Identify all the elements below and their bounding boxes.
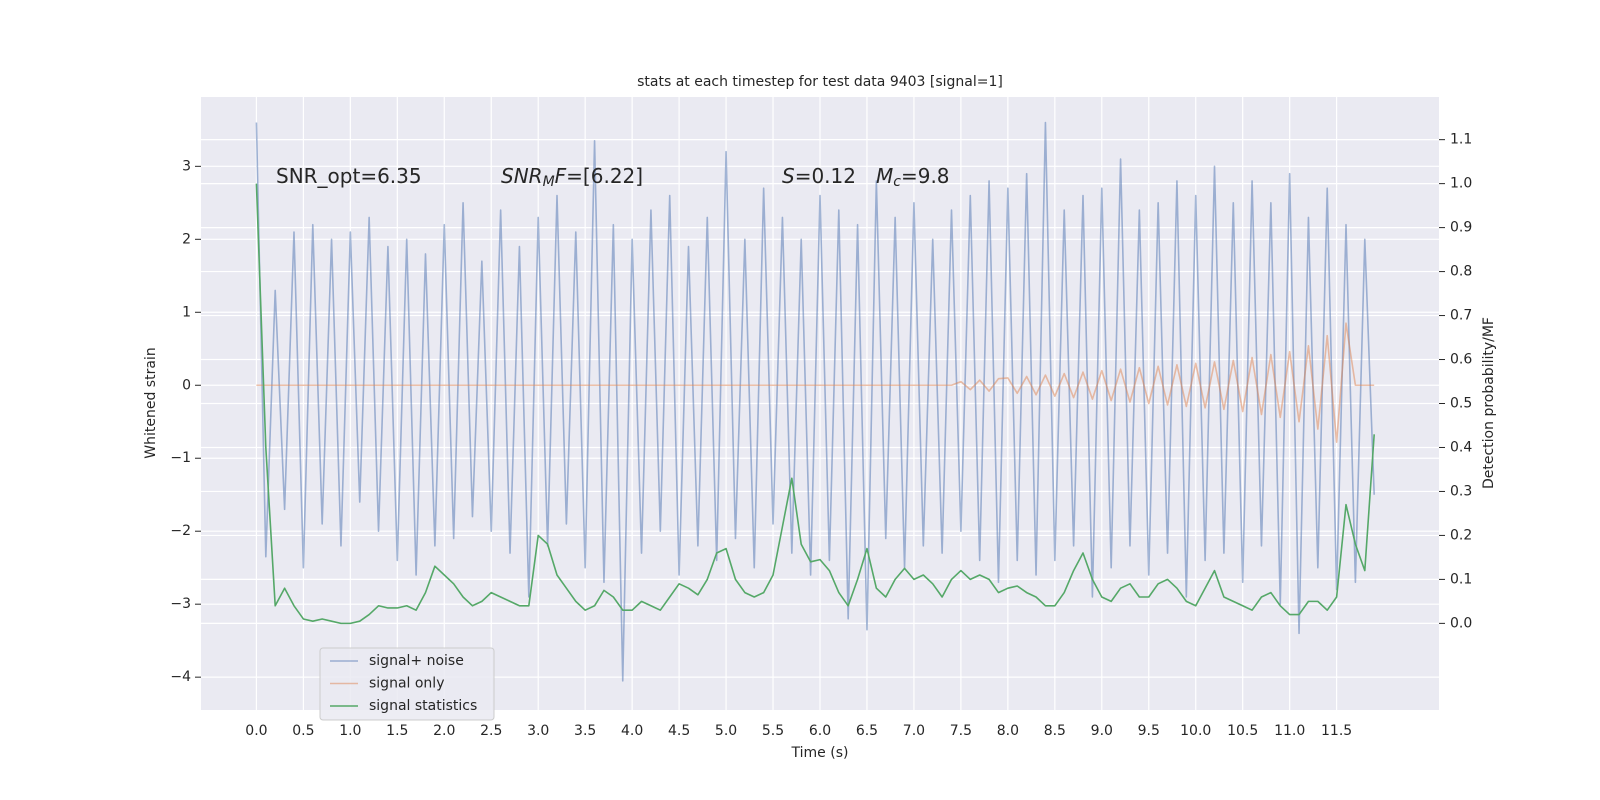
annotation: Mc=9.8 xyxy=(876,164,950,191)
y-tick-label: 1 xyxy=(182,304,191,320)
y-tick-label: 0 xyxy=(182,377,191,393)
series-line xyxy=(255,183,1375,625)
annotation-part: M xyxy=(543,174,555,190)
x-tick-label: 8.5 xyxy=(1044,723,1066,739)
annotation-part: SNR_opt=6.35 xyxy=(276,164,422,188)
legend-label: signal only xyxy=(369,676,444,692)
x-tick-label: 5.5 xyxy=(762,723,784,739)
x-tick-label: 10.0 xyxy=(1180,723,1211,739)
y-tick-label: −2 xyxy=(170,523,191,539)
annotation-part: =9.8 xyxy=(901,164,950,188)
x-tick-label: 9.0 xyxy=(1091,723,1113,739)
legend-label: signal statistics xyxy=(369,698,477,714)
y-axis-label: Whitened strain xyxy=(143,347,159,458)
x-tick-label: 7.5 xyxy=(950,723,972,739)
y-tick-label: 2 xyxy=(182,231,191,247)
x-tick-label: 6.0 xyxy=(809,723,831,739)
annotation: SNR_opt=6.35 xyxy=(276,164,422,188)
y-tick-label: 3 xyxy=(182,158,191,174)
x-tick-label: 0.0 xyxy=(245,723,267,739)
y2-tick-label: 0.8 xyxy=(1450,264,1472,280)
y2-tick-label: 0.2 xyxy=(1450,527,1472,543)
x-tick-label: 5.0 xyxy=(715,723,737,739)
x-tick-label: 2.5 xyxy=(480,723,502,739)
y-tick-label: −1 xyxy=(170,450,191,466)
y2-tick-label: 0.0 xyxy=(1450,615,1472,631)
series-line xyxy=(256,322,1375,443)
legend-label: signal+ noise xyxy=(369,653,464,669)
y2-tick-label: 0.1 xyxy=(1450,571,1472,587)
y2-tick-label: 0.9 xyxy=(1450,220,1472,236)
annotation-part: M xyxy=(876,164,893,188)
y2-axis-label: Detection probability/MF xyxy=(1481,317,1497,489)
x-tick-label: 10.5 xyxy=(1227,723,1258,739)
x-tick-label: 9.5 xyxy=(1138,723,1160,739)
x-tick-label: 11.5 xyxy=(1321,723,1352,739)
annotation-part: c xyxy=(893,174,901,190)
y2-tick-label: 1.0 xyxy=(1450,176,1472,192)
x-tick-label: 4.5 xyxy=(668,723,690,739)
x-tick-label: 2.0 xyxy=(433,723,455,739)
annotation-part: F xyxy=(555,164,567,188)
y2-tick-label: 1.1 xyxy=(1450,132,1472,148)
x-tick-label: 3.5 xyxy=(574,723,596,739)
x-tick-label: 8.0 xyxy=(997,723,1019,739)
x-tick-label: 1.0 xyxy=(339,723,361,739)
annotation: S=0.12 xyxy=(782,164,856,188)
y2-tick-label: 0.6 xyxy=(1450,352,1472,368)
legend-box xyxy=(319,647,495,721)
annotation-part: SNR xyxy=(501,164,543,188)
x-tick-label: 7.0 xyxy=(903,723,925,739)
y-tick-label: −3 xyxy=(170,596,191,612)
y2-tick-label: 0.5 xyxy=(1450,396,1472,412)
x-tick-label: 11.0 xyxy=(1274,723,1305,739)
x-tick-label: 0.5 xyxy=(292,723,314,739)
x-tick-label: 3.0 xyxy=(527,723,549,739)
x-tick-label: 4.0 xyxy=(621,723,643,739)
y2-tick-label: 0.3 xyxy=(1450,483,1472,499)
annotation-part: =0.12 xyxy=(795,164,856,188)
x-tick-label: 1.5 xyxy=(386,723,408,739)
annotation-part: =[6.22] xyxy=(566,164,643,188)
annotation: SNRMF=[6.22] xyxy=(501,164,643,191)
y-tick-label: −4 xyxy=(170,669,191,685)
y2-tick-label: 0.7 xyxy=(1450,308,1472,324)
x-axis-label: Time (s) xyxy=(791,745,849,761)
chart-title: stats at each timestep for test data 940… xyxy=(637,74,1003,90)
y2-tick-label: 0.4 xyxy=(1450,439,1472,455)
annotation-part: S xyxy=(782,164,795,188)
x-tick-label: 6.5 xyxy=(856,723,878,739)
